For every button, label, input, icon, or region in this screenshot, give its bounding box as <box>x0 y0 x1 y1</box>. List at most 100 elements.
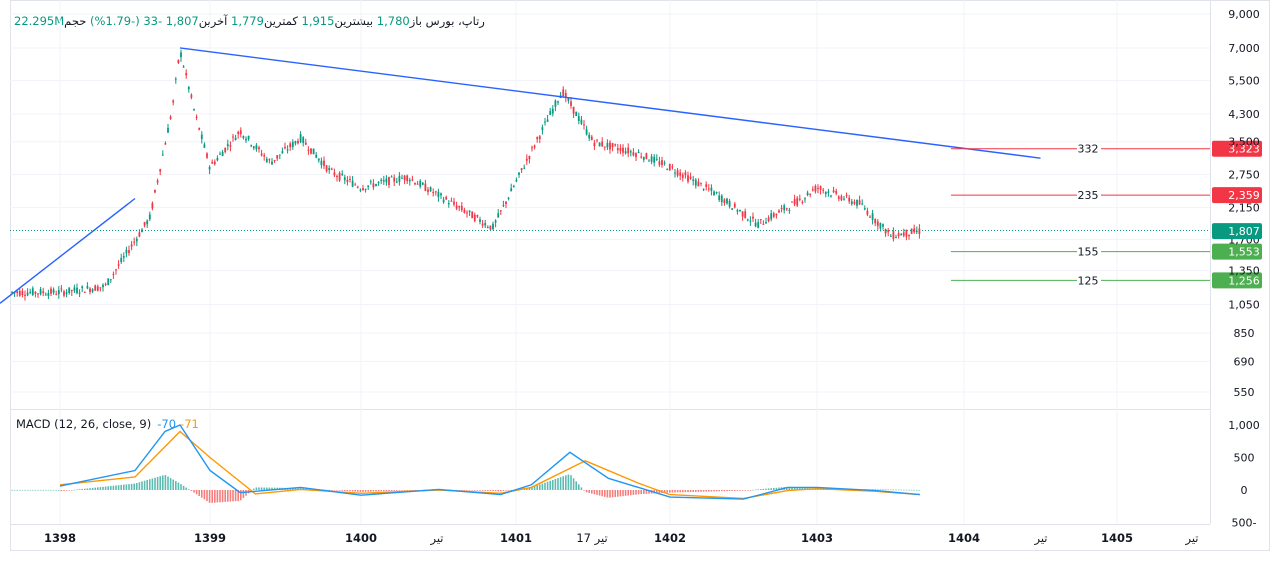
macd-histogram-bar <box>580 487 583 490</box>
candle-body <box>226 144 229 147</box>
candle-body <box>161 154 164 156</box>
macd-histogram-bar <box>546 481 549 490</box>
macd-histogram-bar <box>749 490 752 491</box>
candle-body <box>658 161 661 165</box>
candle-body <box>91 289 94 292</box>
macd-histogram-bar <box>892 489 895 491</box>
macd-histogram-bar <box>708 490 710 492</box>
macd-histogram-bar <box>190 490 193 491</box>
candle-body <box>640 156 643 158</box>
candle-body <box>707 188 710 190</box>
macd-histogram-bar <box>760 489 762 490</box>
trendlines[interactable] <box>0 47 1041 304</box>
macd-histogram-bar <box>721 490 723 492</box>
macd-histogram-bar <box>658 490 661 494</box>
time-tick-label: 1405 <box>1101 531 1133 545</box>
high-value: 1,915 <box>301 14 335 28</box>
macd-histogram-bar <box>788 486 791 490</box>
open-label: باز <box>409 14 422 28</box>
macd-histogram-bar <box>385 490 388 492</box>
candle-body <box>21 290 24 296</box>
candle-body <box>393 177 396 182</box>
macd-histogram-bar <box>697 490 700 492</box>
price-axis[interactable]: 9,0007,0005,5004,3003,5002,7502,1501,700… <box>1228 8 1260 399</box>
macd-histogram-bar <box>614 490 616 498</box>
candle-body <box>76 287 78 294</box>
macd-histogram-bar <box>177 482 180 490</box>
macd-histogram-bar <box>136 482 138 490</box>
macd-histogram-bar <box>78 489 81 490</box>
candle-body <box>125 249 128 254</box>
candle-body <box>645 153 648 159</box>
macd-histogram-bar <box>611 490 614 498</box>
macd-histogram-bar <box>16 489 18 491</box>
levels[interactable]: 332 3,323 235 2,359 155 1,553 125 1,256 <box>951 140 1262 289</box>
candle-body <box>73 287 76 291</box>
candle-body <box>697 181 700 187</box>
macd-tick-label: 0 <box>1241 484 1248 497</box>
time-tick-label: 1401 <box>500 531 532 545</box>
candle-body <box>744 211 747 218</box>
candle-body <box>416 183 419 185</box>
high-label: بیشترین <box>334 14 374 28</box>
candle-body <box>497 213 500 218</box>
macd-line <box>59 424 920 500</box>
candle-body <box>882 224 884 227</box>
macd-histogram-bar <box>637 490 640 495</box>
candle-body <box>304 142 307 145</box>
price-tick-label: 2,150 <box>1228 202 1260 215</box>
macd-histogram-bar <box>245 490 247 496</box>
candle-body <box>596 139 598 141</box>
macd-histogram-bar <box>370 490 372 492</box>
macd-histogram-bar <box>575 481 577 490</box>
candle-body <box>892 231 895 239</box>
candle-body <box>434 191 437 193</box>
candle-body <box>567 98 570 101</box>
candle-body <box>356 186 359 188</box>
candle-body <box>154 189 156 193</box>
macd-histogram-bar <box>871 489 874 490</box>
candle-body <box>117 264 120 266</box>
macd-histogram-bar <box>572 478 575 490</box>
macd-histogram-bar <box>219 490 221 503</box>
trendline[interactable] <box>0 197 136 304</box>
macd-histogram-bar <box>559 477 562 490</box>
macd-histogram-bar <box>601 490 603 497</box>
macd-histogram-bar <box>879 489 882 491</box>
macd-histogram-bar <box>151 478 154 490</box>
candle-body <box>187 86 190 90</box>
candle-body <box>200 134 203 140</box>
candle-body <box>627 147 630 154</box>
candle-body <box>624 151 627 154</box>
macd-histogram-bar <box>731 490 733 491</box>
macd-histogram-bar <box>42 489 44 491</box>
macd-histogram-bar <box>112 485 115 490</box>
time-axis[interactable]: 1398 1399 1400 تیر 1401 17 تیر 1402 1403 1404 تیر… <box>44 531 1199 546</box>
price-tick-label: 2,750 <box>1228 168 1260 181</box>
candle-body <box>772 213 775 217</box>
candle-body <box>791 201 793 203</box>
macd-histogram-bar <box>744 490 746 491</box>
macd-histogram-bar <box>336 490 338 491</box>
time-tick-label: 1403 <box>801 531 833 545</box>
candle-body <box>289 143 292 148</box>
trendline[interactable] <box>179 47 1041 159</box>
macd-histogram-bar <box>723 490 726 492</box>
macd-histogram-bar <box>900 489 902 491</box>
candle-body <box>50 288 52 294</box>
macd-tick-label: 1,000 <box>1228 419 1260 432</box>
macd-histogram-bar <box>117 485 120 490</box>
macd-histogram-bar <box>414 490 416 491</box>
candle-body <box>68 287 71 293</box>
candle-body <box>746 219 749 221</box>
price-tick-label: 9,000 <box>1228 8 1260 21</box>
candle-body <box>375 184 377 186</box>
macd-histogram-bar <box>354 490 356 492</box>
macd-histogram-bar <box>351 490 354 492</box>
candle-body <box>325 165 328 172</box>
macd-histogram-bar <box>156 476 159 490</box>
macd-histogram-bar <box>492 490 494 492</box>
macd-histogram-bar <box>357 490 359 492</box>
candle-body <box>83 291 86 293</box>
